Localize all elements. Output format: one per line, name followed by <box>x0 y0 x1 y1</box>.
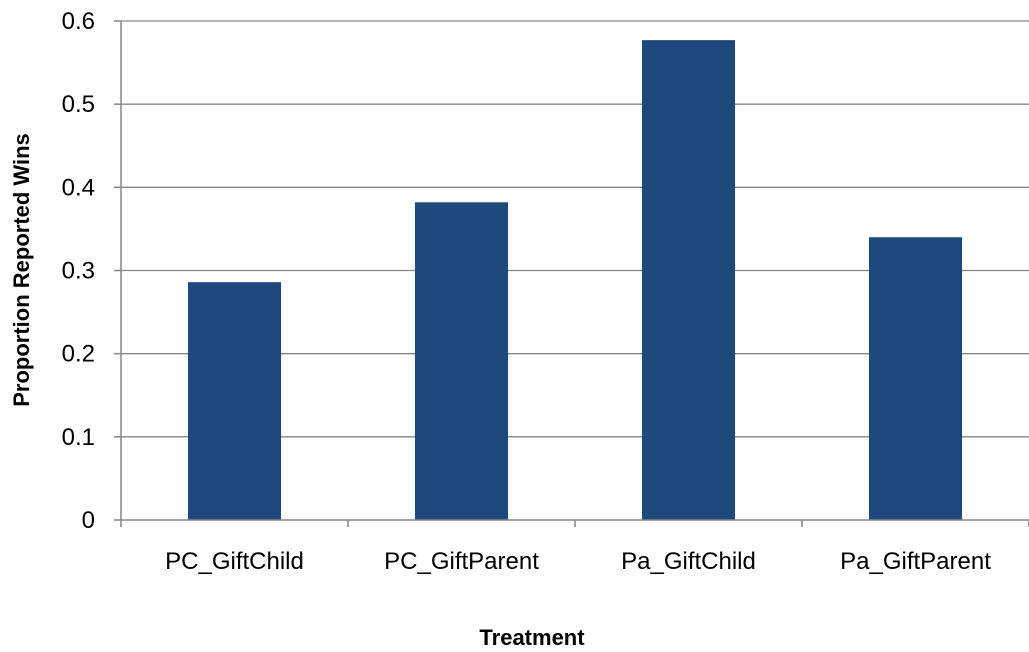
bar-pc-giftchild <box>187 282 282 520</box>
y-tick-labels: 0 0.1 0.2 0.3 0.4 0.5 0.6 <box>62 8 95 534</box>
x-tick-label: PC_GiftParent <box>384 548 539 575</box>
y-tick-label: 0 <box>82 507 95 534</box>
bars <box>187 40 963 521</box>
x-tick-labels: PC_GiftChild PC_GiftParent Pa_GiftChild Pa_… <box>165 548 991 575</box>
y-tick-label: 0.2 <box>62 341 95 368</box>
y-tick-label: 0.5 <box>62 91 95 118</box>
bar-pa-giftparent <box>868 237 963 520</box>
y-tick-label: 0.4 <box>62 174 95 201</box>
bar-pa-giftchild <box>641 40 736 521</box>
y-tick-label: 0.6 <box>62 8 95 35</box>
y-axis-title: Proportion Reported Wins <box>9 133 34 407</box>
axes <box>120 21 1029 527</box>
y-tick-label: 0.1 <box>62 424 95 451</box>
x-tick-label: Pa_GiftChild <box>621 548 756 575</box>
bar-pc-giftparent <box>414 202 509 520</box>
x-axis-title: Treatment <box>479 625 585 650</box>
x-tick-label: Pa_GiftParent <box>840 548 991 575</box>
x-tick-label: PC_GiftChild <box>165 548 304 575</box>
y-tick-label: 0.3 <box>62 258 95 285</box>
